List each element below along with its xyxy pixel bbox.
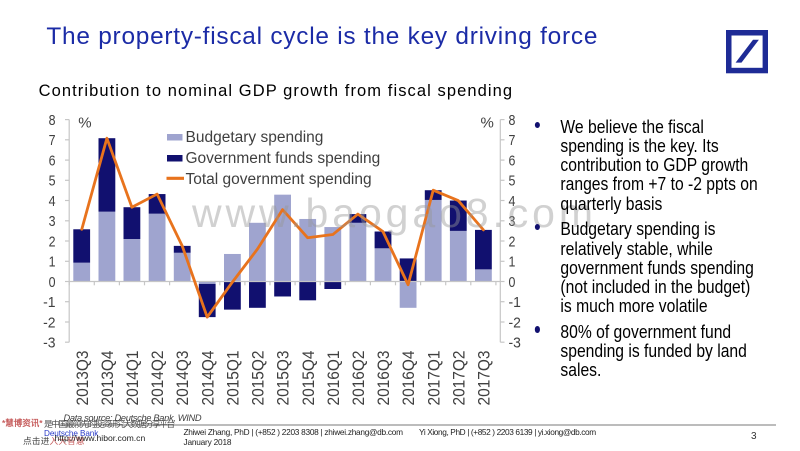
svg-text:2017Q3: 2017Q3	[475, 351, 494, 406]
svg-text:Budgetary spending: Budgetary spending	[186, 129, 324, 146]
svg-text:7: 7	[49, 132, 56, 149]
svg-text:6: 6	[49, 152, 56, 169]
svg-text:3: 3	[509, 213, 516, 230]
svg-text:2017Q2: 2017Q2	[449, 350, 468, 405]
svg-text:-1: -1	[509, 294, 521, 311]
svg-text:-2: -2	[43, 314, 55, 331]
svg-text:-3: -3	[43, 335, 55, 352]
svg-text:2016Q4: 2016Q4	[399, 351, 418, 406]
svg-text:Government funds spending: Government funds spending	[186, 150, 381, 167]
svg-text:2013Q4: 2013Q4	[98, 351, 117, 406]
svg-text:5: 5	[509, 173, 516, 190]
svg-text:%: %	[481, 115, 494, 132]
svg-text:2: 2	[509, 233, 516, 250]
svg-text:2014Q1: 2014Q1	[123, 351, 142, 406]
svg-text:7: 7	[509, 132, 516, 149]
svg-text:8: 8	[49, 112, 56, 129]
svg-text:2013Q3: 2013Q3	[73, 351, 92, 406]
svg-text:2016Q2: 2016Q2	[349, 351, 368, 406]
svg-text:2: 2	[49, 233, 56, 250]
svg-text:8: 8	[509, 112, 516, 129]
svg-text:2015Q3: 2015Q3	[274, 351, 293, 406]
svg-text:2016Q3: 2016Q3	[374, 351, 393, 406]
svg-text:3: 3	[49, 213, 56, 230]
svg-text:1: 1	[49, 254, 56, 271]
svg-text:2014Q3: 2014Q3	[173, 351, 192, 406]
svg-text:%: %	[78, 115, 91, 132]
svg-text:-2: -2	[509, 314, 521, 331]
svg-text:1: 1	[509, 254, 516, 271]
svg-text:0: 0	[49, 274, 56, 291]
svg-text:2014Q4: 2014Q4	[198, 351, 217, 406]
svg-text:-1: -1	[43, 294, 55, 311]
svg-text:2015Q4: 2015Q4	[299, 351, 318, 406]
svg-text:-3: -3	[509, 335, 521, 352]
svg-text:Total government spending: Total government spending	[186, 171, 372, 188]
svg-text:2015Q2: 2015Q2	[249, 351, 268, 406]
svg-text:2014Q2: 2014Q2	[148, 351, 167, 406]
svg-text:2016Q1: 2016Q1	[324, 351, 343, 406]
svg-text:5: 5	[49, 173, 56, 190]
svg-text:0: 0	[509, 274, 516, 291]
svg-text:4: 4	[49, 193, 56, 210]
svg-text:2015Q1: 2015Q1	[224, 351, 243, 406]
svg-text:6: 6	[509, 152, 516, 169]
svg-text:4: 4	[509, 193, 516, 210]
svg-text:2017Q1: 2017Q1	[424, 351, 443, 406]
